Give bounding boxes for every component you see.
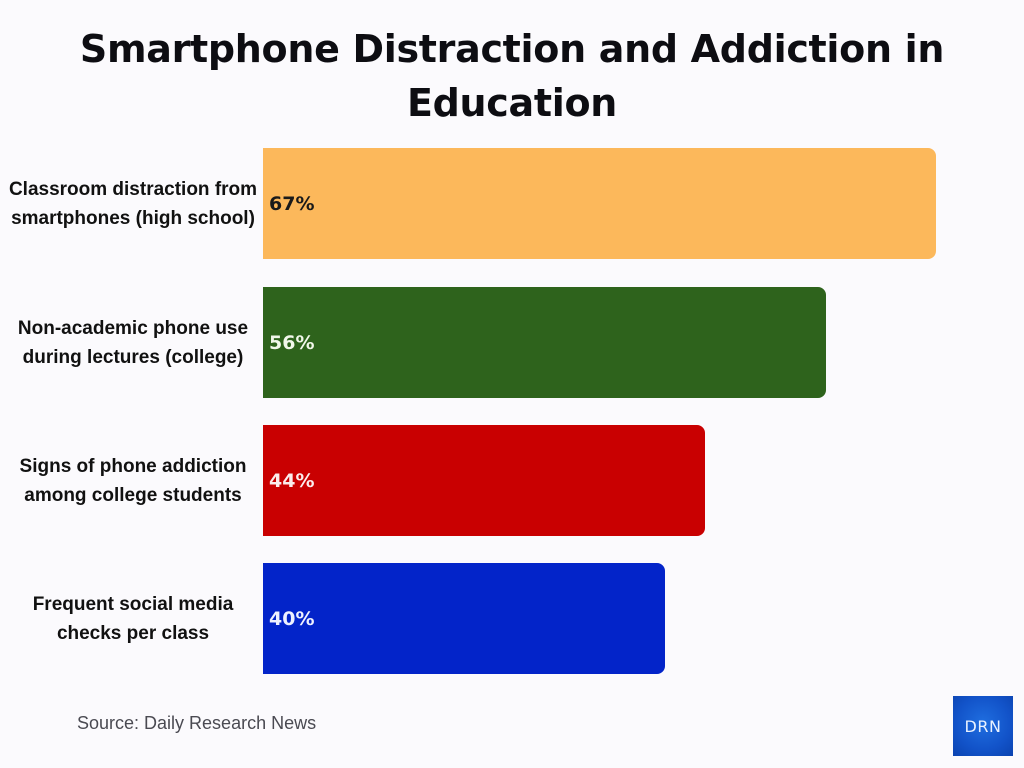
bar-label: Non-academic phone use during lectures (… — [17, 317, 249, 368]
bar-label: Signs of phone addiction among college s… — [19, 455, 247, 506]
bar-row: Classroom distraction from smartphones (… — [0, 148, 1024, 259]
bar-label: Frequent social media checks per class — [32, 593, 234, 644]
bar-value-label: 40% — [269, 607, 315, 630]
drn-logo: DRN — [953, 696, 1013, 756]
bar: 67% — [263, 148, 936, 259]
bar-row: Non-academic phone use during lectures (… — [0, 287, 1024, 398]
bar: 40% — [263, 563, 665, 674]
chart-title: Smartphone Distraction and Addiction in … — [0, 22, 1024, 130]
bar-value-label: 56% — [269, 331, 315, 354]
chart-title-line-1: Smartphone Distraction and Addiction in — [79, 27, 945, 71]
bar-value-label: 67% — [269, 192, 315, 215]
chart-title-line-2: Education — [406, 81, 618, 125]
bar-row: Frequent social media checks per class 4… — [0, 563, 1024, 674]
bar-row: Signs of phone addiction among college s… — [0, 425, 1024, 536]
bar: 56% — [263, 287, 826, 398]
bar: 44% — [263, 425, 705, 536]
source-note: Source: Daily Research News — [77, 713, 317, 733]
bar-value-label: 44% — [269, 469, 315, 492]
drn-logo-text: DRN — [964, 716, 1002, 736]
bar-label: Classroom distraction from smartphones (… — [8, 178, 258, 229]
